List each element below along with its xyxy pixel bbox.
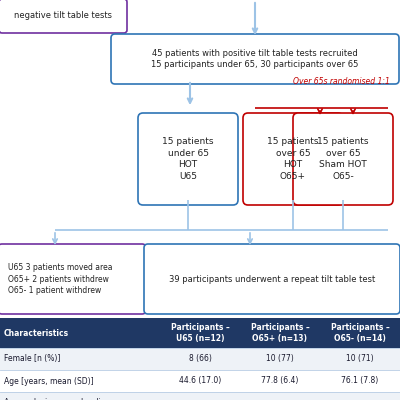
Text: Participants –
U65 (n=12): Participants – U65 (n=12) xyxy=(171,323,229,343)
Text: Participants –
O65+ (n=13): Participants – O65+ (n=13) xyxy=(251,323,309,343)
Text: 76.1 (7.8): 76.1 (7.8) xyxy=(341,376,379,386)
FancyBboxPatch shape xyxy=(0,348,400,370)
Text: 15 patients
over 65
Sham HOT
O65-: 15 patients over 65 Sham HOT O65- xyxy=(317,137,369,181)
FancyBboxPatch shape xyxy=(144,244,400,314)
Text: Participants –
O65- (n=14): Participants – O65- (n=14) xyxy=(331,323,389,343)
Text: 44.6 (17.0): 44.6 (17.0) xyxy=(179,376,221,386)
FancyBboxPatch shape xyxy=(0,244,146,314)
FancyBboxPatch shape xyxy=(293,113,393,205)
Text: 8 (66): 8 (66) xyxy=(188,354,212,364)
FancyBboxPatch shape xyxy=(111,34,399,84)
Text: Age [years, mean (SD)]: Age [years, mean (SD)] xyxy=(4,376,94,386)
Text: 77.8 (6.4): 77.8 (6.4) xyxy=(261,376,299,386)
FancyBboxPatch shape xyxy=(0,318,400,348)
Text: 45 patients with positive tilt table tests recruited
15 participants under 65, 3: 45 patients with positive tilt table tes… xyxy=(151,49,359,69)
Text: Any occlusive vascular disease
[n (%)]: Any occlusive vascular disease [n (%)] xyxy=(4,398,123,400)
FancyBboxPatch shape xyxy=(0,392,400,400)
FancyBboxPatch shape xyxy=(0,370,400,392)
Text: 15 patients
under 65
HOT
U65: 15 patients under 65 HOT U65 xyxy=(162,137,214,181)
Text: Over 65s randomised 1:1: Over 65s randomised 1:1 xyxy=(293,77,390,86)
Text: 10 (77): 10 (77) xyxy=(266,354,294,364)
FancyBboxPatch shape xyxy=(243,113,343,205)
Text: U65 3 patients moved area
O65+ 2 patients withdrew
O65- 1 patient withdrew: U65 3 patients moved area O65+ 2 patient… xyxy=(8,263,112,295)
Text: Characteristics: Characteristics xyxy=(4,328,69,338)
Text: negative tilt table tests: negative tilt table tests xyxy=(14,12,112,20)
FancyBboxPatch shape xyxy=(0,0,127,33)
Text: 10 (71): 10 (71) xyxy=(346,354,374,364)
Text: Female [n (%)]: Female [n (%)] xyxy=(4,354,60,364)
FancyBboxPatch shape xyxy=(138,113,238,205)
Text: 39 participants underwent a repeat tilt table test: 39 participants underwent a repeat tilt … xyxy=(169,274,375,284)
Text: 15 patients
over 65
HOT
O65+: 15 patients over 65 HOT O65+ xyxy=(267,137,319,181)
